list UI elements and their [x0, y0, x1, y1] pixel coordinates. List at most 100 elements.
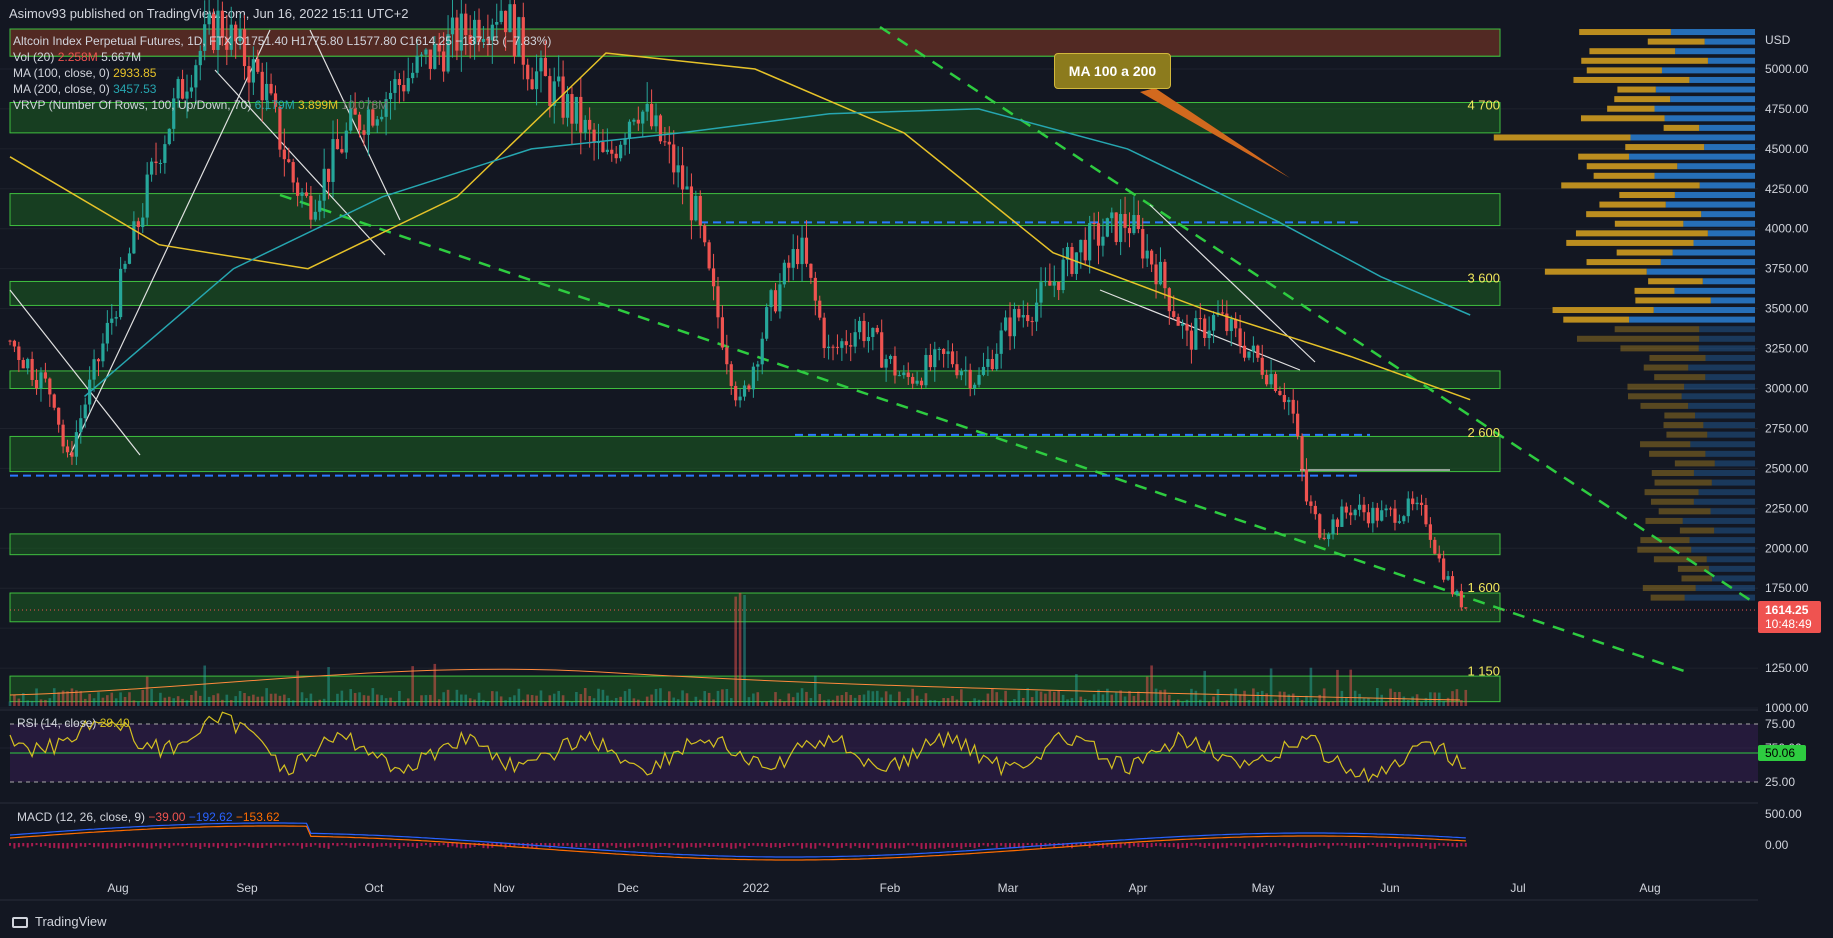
candle-body: [380, 116, 384, 120]
candle-body: [1406, 498, 1410, 517]
candle-body: [632, 119, 636, 122]
volume-bar: [1013, 698, 1016, 706]
rsi-scale-label: 75.00: [1765, 717, 1795, 731]
macd-histogram-bar: [1132, 843, 1135, 847]
macd-histogram-bar: [548, 843, 551, 848]
candle-body: [1163, 261, 1167, 289]
profile-bar-up: [1654, 172, 1755, 179]
candle-body: [627, 121, 632, 139]
volume-bar: [548, 695, 552, 706]
candle-body: [1424, 504, 1428, 525]
profile-bar-up: [1693, 239, 1755, 246]
macd-histogram-bar: [1048, 843, 1051, 846]
support-zone: [9, 435, 1501, 473]
candle-body: [1419, 502, 1424, 505]
volume-bar: [729, 698, 733, 706]
candle-body: [703, 225, 707, 243]
profile-bar-up: [1689, 76, 1755, 83]
volume-bar: [889, 694, 892, 706]
profile-bar-down: [1663, 422, 1704, 429]
candle-body: [1251, 345, 1255, 352]
macd-histogram-bar: [287, 843, 290, 846]
macd-histogram-bar: [1106, 843, 1109, 847]
candle-body: [450, 17, 455, 35]
macd-histogram-bar: [1199, 843, 1202, 847]
candle-body: [1096, 223, 1101, 246]
profile-bar-down: [1616, 249, 1673, 256]
volume-profile: [1493, 29, 1755, 601]
macd-histogram-bar: [1230, 843, 1233, 846]
macd-histogram-bar: [1380, 843, 1383, 847]
macd-scale-label: 500.00: [1765, 807, 1802, 821]
volume-bar: [1291, 693, 1295, 706]
candle-body: [1300, 436, 1304, 470]
candle-body: [1335, 519, 1340, 527]
candle-body: [1034, 302, 1039, 322]
volume-bar: [951, 695, 954, 706]
volume-bar: [375, 694, 379, 706]
macd-histogram-bar: [323, 843, 326, 848]
price-tick-label: 5000.00: [1765, 62, 1809, 76]
macd-histogram-bar: [575, 843, 578, 847]
macd-histogram-bar: [986, 843, 989, 847]
volume-bar: [566, 700, 569, 706]
volume-bar: [1331, 701, 1335, 706]
volume-bar: [1225, 700, 1229, 706]
macd-histogram-bar: [756, 843, 759, 847]
candle-body: [1309, 501, 1313, 506]
macd-histogram-bar: [1044, 843, 1047, 847]
macd-histogram-bar: [97, 843, 100, 847]
candle-body: [1127, 227, 1132, 234]
volume-bar: [623, 691, 627, 706]
volume-bar: [437, 699, 441, 706]
macd-histogram-bar: [332, 843, 335, 846]
profile-bar-down: [1677, 565, 1709, 572]
macd-histogram-bar: [907, 843, 910, 846]
candle-body: [141, 217, 145, 228]
profile-bar-up: [1670, 29, 1755, 36]
time-tick-label: May: [1252, 881, 1275, 895]
macd-histogram-bar: [973, 843, 976, 849]
volume-bar: [1260, 690, 1264, 706]
volume-bar: [1044, 693, 1047, 706]
volume-bar: [159, 692, 162, 706]
macd-histogram-bar: [146, 843, 149, 849]
macd-histogram-bar: [752, 843, 755, 846]
volume-bar: [57, 692, 60, 706]
macd-histogram-bar: [482, 843, 485, 849]
profile-bar-down: [1599, 201, 1666, 208]
candle-body: [291, 162, 295, 183]
macd-histogram-bar: [1278, 843, 1281, 846]
macd-histogram-bar: [455, 843, 458, 848]
candle-body: [1061, 259, 1065, 291]
time-tick-label: Dec: [617, 881, 638, 895]
candle-body: [747, 385, 751, 390]
channel-line: [9, 289, 141, 456]
macd-histogram-bar: [995, 843, 998, 848]
macd-histogram-bar: [588, 843, 591, 846]
macd-histogram-bar: [544, 843, 547, 847]
volume-bar: [137, 701, 140, 706]
candle-body: [871, 327, 875, 337]
candle-body: [1008, 317, 1012, 337]
volume-bar: [61, 690, 65, 706]
profile-bar-up: [1629, 316, 1755, 323]
macd-histogram-bar: [982, 843, 985, 846]
macd-histogram-bar: [1221, 843, 1224, 848]
legend-volume: Vol (20) 2.258M 5.667M: [13, 50, 142, 64]
macd-histogram-bar: [39, 843, 42, 847]
macd-histogram-bar: [1411, 843, 1414, 847]
candle-body: [1039, 282, 1043, 303]
candle-body: [433, 43, 437, 69]
volume-bar: [712, 699, 715, 706]
volume-bar: [1345, 697, 1348, 706]
profile-bar-up: [1704, 144, 1755, 151]
macd-histogram-bar: [464, 843, 467, 849]
volume-bar: [672, 697, 676, 706]
volume-bar: [982, 700, 985, 706]
macd-histogram-bar: [1438, 843, 1441, 846]
candle-body: [1437, 553, 1441, 559]
candle-body: [1119, 214, 1123, 243]
macd-histogram-bar: [424, 843, 427, 846]
